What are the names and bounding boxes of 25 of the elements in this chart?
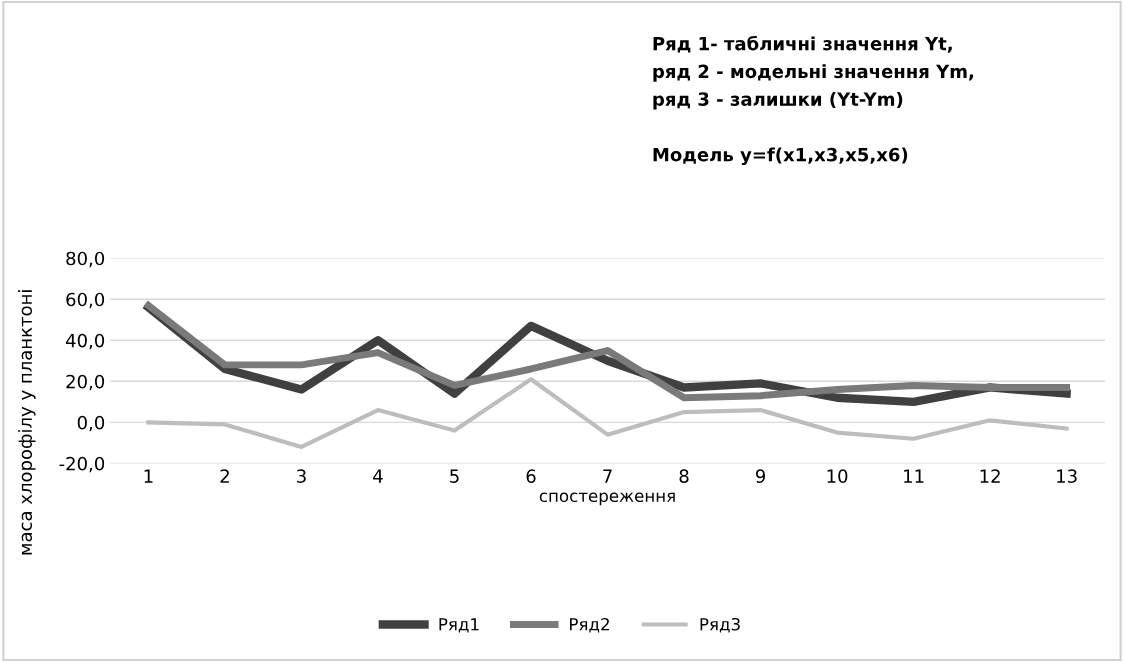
- legend-label: Ряд2: [570, 617, 609, 633]
- y-tick-label: 40,0: [65, 333, 105, 350]
- y-tick-label: 20,0: [66, 374, 105, 391]
- x-tick-label: 5: [450, 469, 459, 483]
- x-tick-label: 12: [980, 469, 1000, 483]
- x-tick-label: 3: [297, 469, 306, 483]
- x-tick-label: 1: [144, 469, 153, 483]
- y-tick-label: 60,0: [66, 292, 105, 309]
- y-tick-label: -20,0: [59, 456, 105, 473]
- x-tick-label: 6: [526, 469, 536, 483]
- x-tick-label: 10: [827, 469, 848, 483]
- x-tick-label: 13: [1057, 469, 1077, 483]
- x-tick-label: 11: [904, 469, 924, 483]
- x-tick-label: 8: [679, 469, 689, 483]
- x-tick-label: 4: [373, 469, 383, 483]
- x-tick-label: 9: [755, 469, 766, 483]
- x-tick-label: 7: [603, 469, 612, 483]
- y-axis-title: маса хлорофілу у планктоні: [18, 290, 36, 555]
- text: Ряд 1- табличні значення Yt, ряд 2 - модельні значення Ym, ряд 3 - залишки (Yt-Ym) Модель y=f(x1,x3,x5,x6): [653, 35, 974, 166]
- legend-label: Ряд3: [700, 617, 740, 633]
- y-tick-label: 80,0: [66, 251, 105, 268]
- x-axis-title: спостереження: [539, 492, 675, 506]
- y-tick-label: 0,0: [77, 415, 105, 432]
- x-tick-label: 2: [220, 469, 229, 483]
- legend-label: Ряд1: [439, 618, 479, 633]
